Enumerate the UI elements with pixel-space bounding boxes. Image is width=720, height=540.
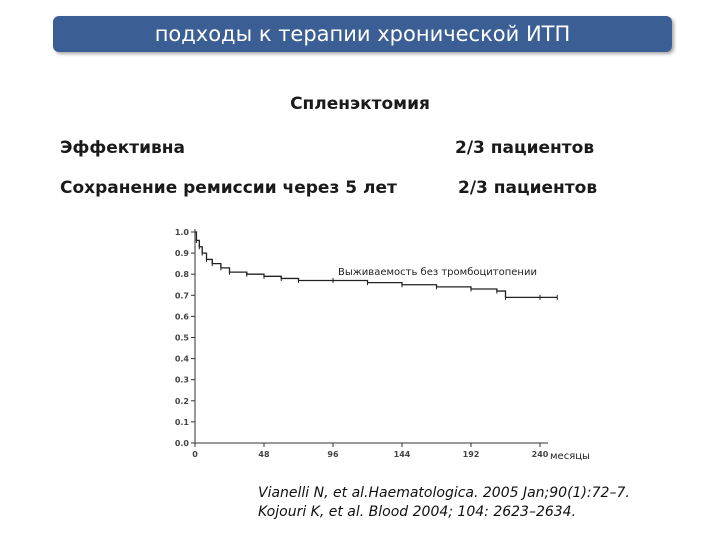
survival-chart: 0.0 0.1 0.2 0.3 0.4 0.5 0.6 0.7 0.8 0.9 1.0 0 48 96 14…	[175, 228, 590, 462]
y-tick-label: 0.0	[175, 439, 190, 448]
section-title: Спленэктомия	[290, 94, 430, 114]
x-axis-label: месяцы	[550, 451, 590, 462]
row-value-effective: 2/3 пациентов	[455, 138, 595, 158]
y-tick-label: 0.2	[175, 397, 189, 406]
y-tick-label: 0.5	[175, 334, 190, 343]
x-tick-label: 192	[463, 450, 480, 459]
y-tick-label: 1.0	[175, 228, 190, 237]
slide-title: подходы к терапии хронической ИТП	[154, 22, 571, 46]
chart-annotation: Выживаемость без тромбоцитопении	[338, 267, 537, 278]
x-tick-label: 96	[327, 450, 339, 459]
y-tick-label: 0.9	[175, 249, 190, 258]
survival-curve	[195, 231, 558, 299]
x-tick-label: 0	[192, 450, 198, 459]
row-label-remission: Сохранение ремиссии через 5 лет	[60, 178, 397, 198]
reference-1: Vianelli N, et al.Haematologica. 2005 Ja…	[258, 485, 630, 501]
y-tick-label: 0.8	[175, 270, 190, 279]
x-tick-label: 144	[394, 450, 411, 459]
x-tick-label: 240	[532, 450, 549, 459]
references: Vianelli N, et al.Haematologica. 2005 Ja…	[258, 484, 630, 522]
row-value-remission: 2/3 пациентов	[458, 178, 598, 198]
title-bar: подходы к терапии хронической ИТП	[53, 16, 672, 52]
x-tick-label: 48	[258, 450, 270, 459]
y-tick-label: 0.4	[175, 355, 190, 364]
y-tick-label: 0.3	[175, 376, 189, 385]
reference-2: Kojouri K, et al. Blood 2004; 104: 2623–…	[258, 504, 577, 520]
y-tick-label: 0.1	[175, 418, 190, 427]
y-tick-label: 0.6	[175, 312, 190, 321]
y-tick-label: 0.7	[175, 291, 189, 300]
row-label-effective: Эффективна	[60, 138, 186, 158]
